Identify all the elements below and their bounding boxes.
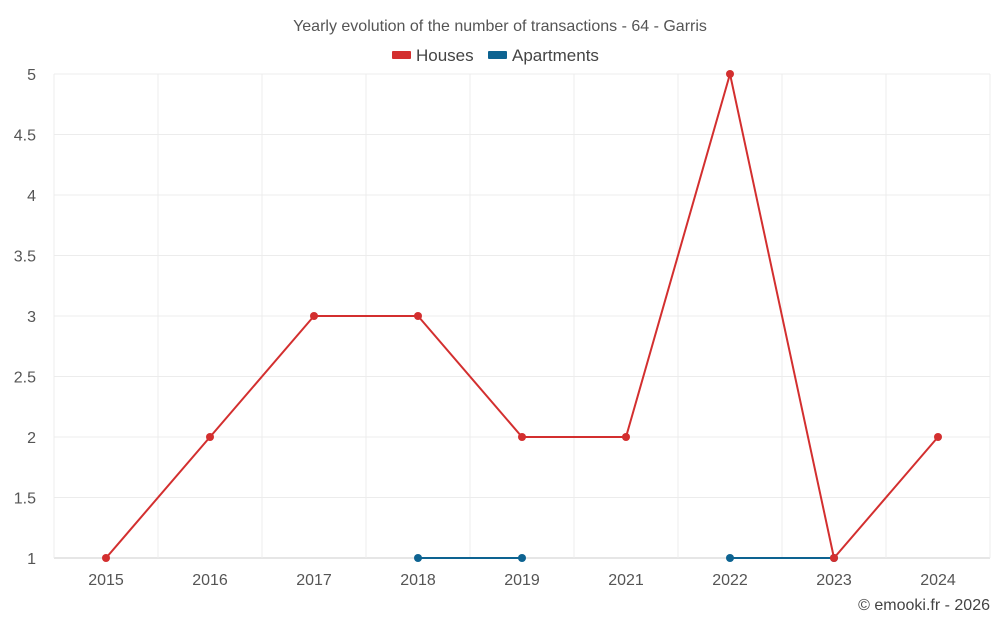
legend-swatch [488, 51, 507, 59]
y-tick-label: 1 [27, 551, 36, 568]
apartments-point[interactable] [414, 554, 422, 562]
houses-point[interactable] [622, 433, 630, 441]
houses-point[interactable] [726, 70, 734, 78]
y-tick-label: 4.5 [14, 128, 36, 145]
credit-text: © emooki.fr - 2026 [858, 597, 990, 614]
houses-point[interactable] [206, 433, 214, 441]
y-tick-label: 2 [27, 430, 36, 447]
houses-point[interactable] [518, 433, 526, 441]
x-tick-label: 2015 [88, 572, 124, 589]
y-tick-label: 3 [27, 309, 36, 326]
chart-title: Yearly evolution of the number of transa… [293, 18, 707, 35]
y-tick-label: 5 [27, 67, 36, 84]
series [102, 70, 942, 562]
x-tick-label: 2022 [712, 572, 748, 589]
houses-point[interactable] [414, 312, 422, 320]
y-tick-label: 2.5 [14, 370, 36, 387]
apartments-point[interactable] [518, 554, 526, 562]
houses-point[interactable] [830, 554, 838, 562]
x-tick-label: 2024 [920, 572, 956, 589]
legend-swatch [392, 51, 411, 59]
x-tick-label: 2023 [816, 572, 852, 589]
grid [53, 73, 991, 559]
y-tick-label: 4 [27, 188, 36, 205]
x-tick-label: 2021 [608, 572, 644, 589]
legend[interactable]: Houses Apartments [392, 46, 599, 65]
legend-item-apartments[interactable]: Apartments [488, 46, 599, 65]
x-tick-label: 2017 [296, 572, 332, 589]
y-tick-label: 3.5 [14, 249, 36, 266]
legend-label: Houses [416, 46, 474, 65]
y-tick-label: 1.5 [14, 491, 36, 508]
houses-point[interactable] [310, 312, 318, 320]
houses-point[interactable] [934, 433, 942, 441]
x-tick-label: 2016 [192, 572, 228, 589]
x-tick-label: 2019 [504, 572, 540, 589]
legend-label: Apartments [512, 46, 599, 65]
legend-item-houses[interactable]: Houses [392, 46, 474, 65]
axes: 1 1.5 2 2.5 3 3.5 4 4.5 5 2015 2016 2017 2018 2019 202… [14, 67, 956, 589]
apartments-point[interactable] [726, 554, 734, 562]
houses-point[interactable] [102, 554, 110, 562]
x-tick-label: 2018 [400, 572, 436, 589]
series-houses [102, 70, 942, 562]
